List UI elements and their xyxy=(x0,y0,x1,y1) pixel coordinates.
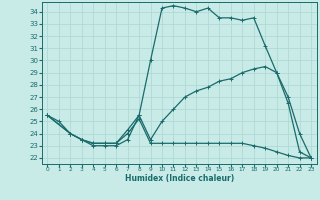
X-axis label: Humidex (Indice chaleur): Humidex (Indice chaleur) xyxy=(124,174,234,183)
